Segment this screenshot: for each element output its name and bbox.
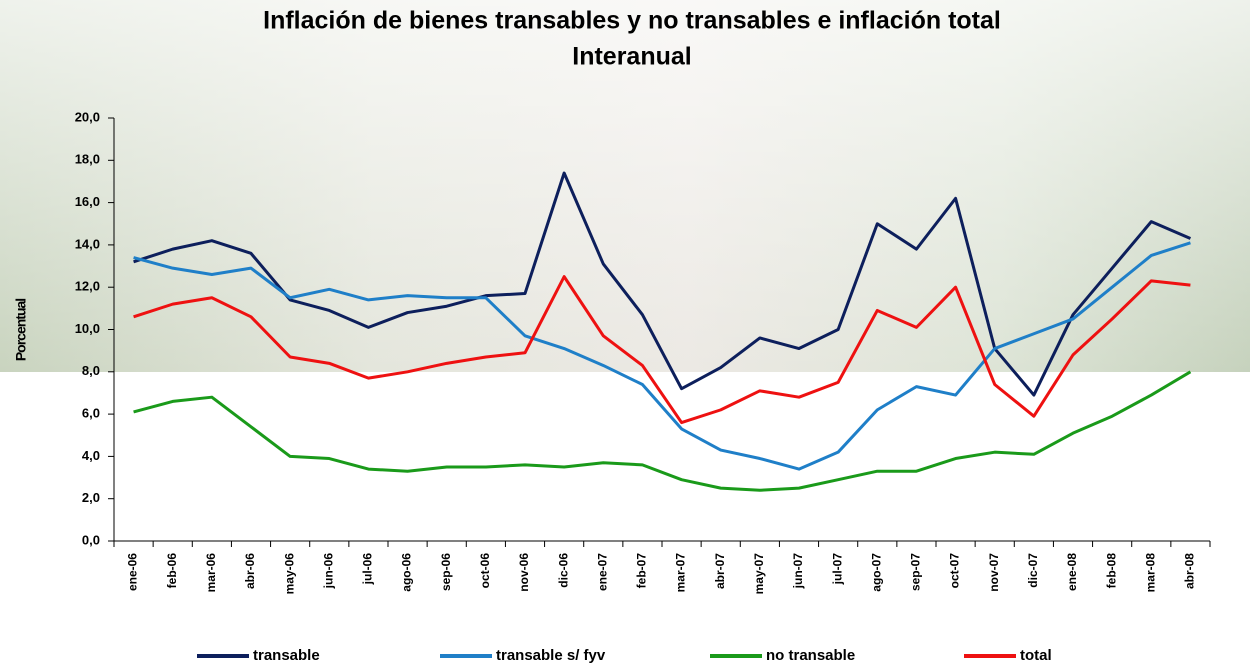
x-tick-label: ene-07 [595, 553, 609, 591]
x-tick-label: jun-07 [791, 553, 805, 590]
y-tick-label: 20,0 [75, 109, 100, 124]
y-tick-label: 6,0 [82, 406, 100, 421]
series-line [133, 171, 1192, 397]
x-tick-label: mar-06 [204, 553, 218, 593]
x-tick-label: abr-08 [1183, 553, 1197, 589]
legend-label: total [1020, 647, 1052, 664]
x-tick-label: abr-06 [243, 553, 257, 589]
x-tick-label: jul-07 [830, 553, 844, 586]
x-tick-label: ene-06 [126, 553, 140, 591]
x-tick-label: oct-07 [948, 553, 962, 589]
y-tick-label: 16,0 [75, 194, 100, 209]
series-line [133, 275, 1191, 425]
y-tick-label: 4,0 [82, 448, 100, 463]
x-tick-label: jul-06 [361, 553, 375, 586]
x-tick-label: oct-06 [478, 553, 492, 589]
x-tick-label: jun-06 [321, 553, 335, 590]
x-tick-label: sep-06 [439, 553, 453, 591]
x-tick-label: dic-07 [1026, 553, 1040, 588]
series-line [133, 370, 1192, 492]
x-tick-label: feb-07 [635, 553, 649, 589]
chart-subtitle: Interanual [572, 43, 691, 71]
x-tick-label: ago-06 [400, 553, 414, 592]
x-tick-label: dic-06 [556, 553, 570, 588]
x-tick-label: may-06 [282, 553, 296, 595]
x-tick-label: mar-08 [1143, 553, 1157, 593]
legend-label: transable [253, 647, 320, 664]
legend-label: no transable [766, 647, 855, 664]
legend-label: transable s/ fyv [496, 647, 606, 664]
x-tick-label: ago-07 [869, 553, 883, 592]
x-tick-label: feb-06 [165, 553, 179, 589]
y-tick-label: 0,0 [82, 532, 100, 547]
x-tick-label: nov-07 [987, 553, 1001, 592]
chart-title: Inflación de bienes transables y no tran… [263, 7, 1001, 35]
y-tick-label: 8,0 [82, 363, 100, 378]
y-tick-label: 10,0 [75, 321, 100, 336]
x-tick-label: nov-06 [517, 553, 531, 592]
x-tick-label: feb-08 [1104, 553, 1118, 589]
background-fade [0, 0, 1250, 372]
y-tick-label: 18,0 [75, 152, 100, 167]
y-axis-label: Porcentual [13, 299, 29, 361]
y-tick-label: 2,0 [82, 490, 100, 505]
x-tick-label: mar-07 [674, 553, 688, 593]
y-tick-label: 14,0 [75, 236, 100, 251]
x-tick-label: ene-08 [1065, 553, 1079, 591]
x-tick-label: abr-07 [713, 553, 727, 589]
y-tick-label: 12,0 [75, 279, 100, 294]
x-tick-label: sep-07 [909, 553, 923, 591]
x-tick-label: may-07 [752, 553, 766, 595]
series-line [133, 241, 1191, 471]
